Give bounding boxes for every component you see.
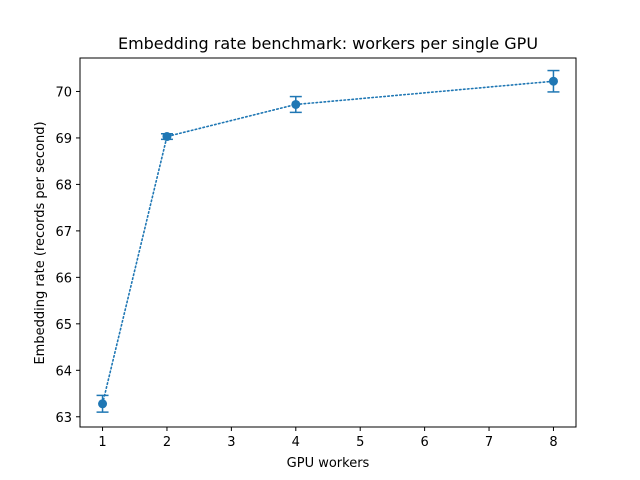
x-tick-label: 2: [163, 435, 171, 450]
y-tick-label: 67: [55, 225, 72, 240]
x-tick-label: 6: [420, 435, 428, 450]
data-point: [162, 132, 172, 142]
y-tick-label: 64: [55, 364, 72, 379]
plot-frame: [79, 57, 577, 428]
data-point: [291, 99, 301, 109]
y-tick-label: 70: [55, 85, 72, 100]
y-tick-label: 69: [55, 132, 72, 147]
y-axis: 63 64 65 66 67 68 69 70: [55, 85, 80, 426]
plot-area: [96, 69, 560, 413]
x-tick-label: 3: [227, 435, 235, 450]
x-tick-label: 5: [356, 435, 364, 450]
series-line: [101, 80, 555, 405]
y-axis-title: Embedding rate (records per second): [33, 121, 48, 364]
x-axis-title: GPU workers: [287, 456, 370, 471]
x-axis: 1 2 3 4 5 6 7 8: [98, 427, 558, 450]
y-tick-label: 63: [55, 411, 72, 426]
data-point: [98, 399, 108, 409]
data-point: [548, 76, 558, 86]
x-tick-label: 4: [292, 435, 300, 450]
y-tick-label: 65: [55, 318, 72, 333]
x-tick-label: 8: [549, 435, 557, 450]
x-tick-label: 1: [98, 435, 106, 450]
chart-title: Embedding rate benchmark: workers per si…: [118, 34, 538, 53]
y-tick-label: 68: [55, 178, 72, 193]
x-tick-label: 7: [485, 435, 493, 450]
y-tick-label: 66: [55, 271, 72, 286]
